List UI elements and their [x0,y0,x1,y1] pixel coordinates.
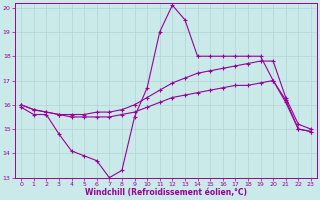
X-axis label: Windchill (Refroidissement éolien,°C): Windchill (Refroidissement éolien,°C) [85,188,247,197]
